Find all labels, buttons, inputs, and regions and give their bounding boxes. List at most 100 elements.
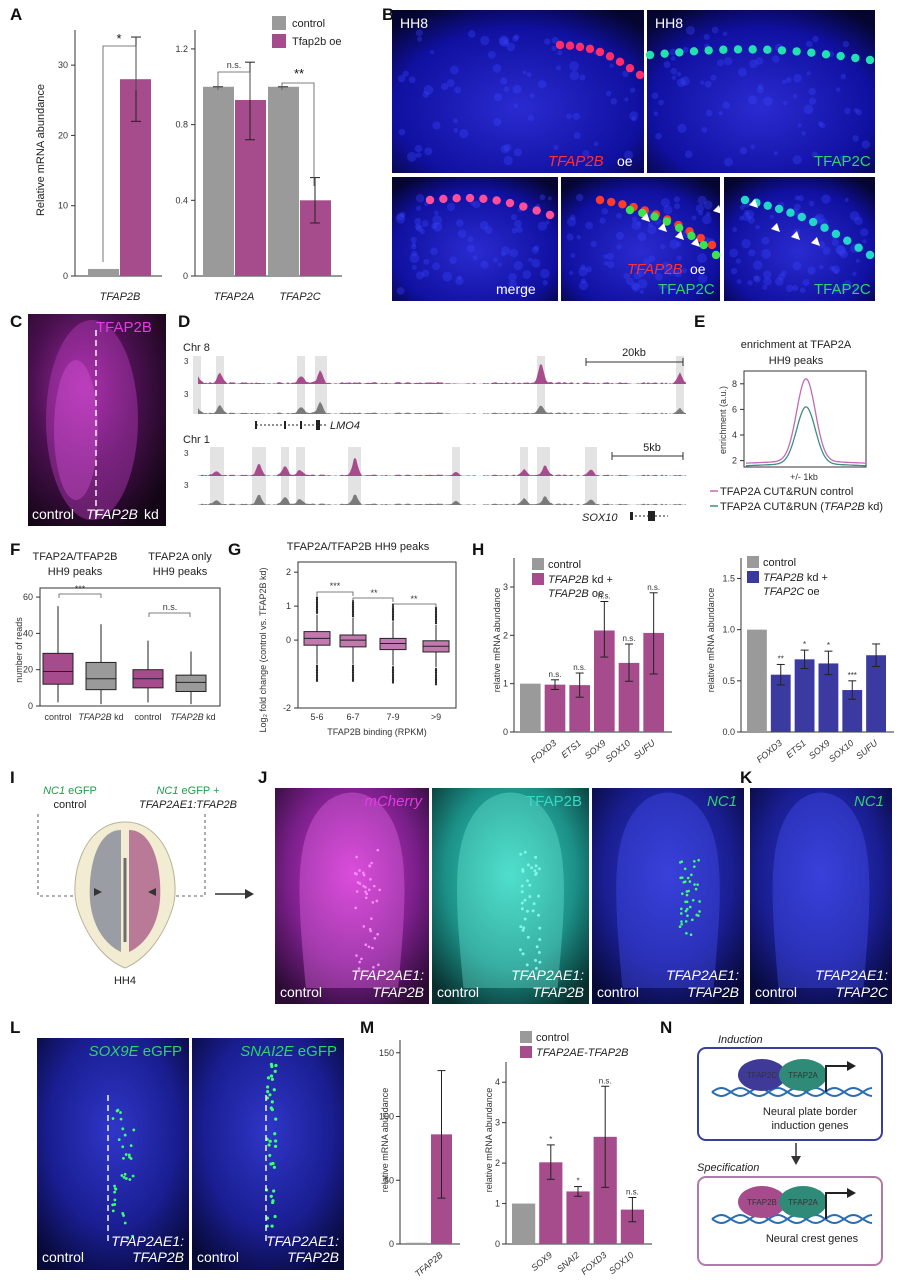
g-box [339,634,367,648]
b-cell-red [555,40,565,50]
b-nucleus [783,100,788,106]
d-scale-y-3: 3 [184,449,189,458]
b-nucleus [698,210,704,216]
b-nucleus [780,270,787,277]
b-nucleus [414,217,422,225]
j-spot-nc1 [690,873,693,877]
b-nucleus [466,244,475,253]
b-cell-green [748,45,757,54]
b-nucleus [755,57,764,65]
b-nucleus [698,273,708,284]
a-sig-3: ** [294,66,304,81]
j-spot-mcherry [358,869,361,872]
l-spot-snai2e [274,1117,278,1121]
b-nucleus [745,210,755,219]
j-spot-nc1 [680,907,683,911]
b-nucleus [684,150,693,159]
g-outlier [391,618,395,621]
n-protein-tfap2a-2 [779,1186,827,1218]
b-nucleus [785,77,792,83]
m2-tick-label: 2 [495,1158,500,1168]
b-nucleus [515,289,521,295]
b-cell-green [733,45,743,54]
a1-tick-label: 20 [58,130,68,140]
n-label-tfap2a-1: TFAP2A [788,1071,818,1080]
b-nucleus [432,262,440,271]
c-label-control: control [32,506,74,522]
b-nucleus [414,223,422,231]
panel-h: 0123n.s.FOXD3n.s.ETS1n.s.SOX9n.s.SOX10n.… [492,556,894,765]
b-nucleus [508,272,517,282]
j-spot-nc1 [688,905,692,909]
b-nucleus [579,280,589,291]
j-spot-tfap2b [532,902,536,906]
b-nucleus [399,211,406,218]
g-outlier [391,615,395,618]
d-peak-shade [216,356,224,414]
a-xlabel-1: TFAP2B [100,291,141,303]
b-nucleus [817,120,823,127]
l-spot-sox9e [119,1111,122,1114]
g-outlier [351,608,355,611]
b-nucleus [421,219,429,227]
b-nucleus [675,241,682,248]
b-nucleus [840,73,847,80]
f-tick-label: 40 [23,628,33,638]
b-nucleus [573,132,581,140]
b-nucleus [812,35,819,43]
g-outlier [351,676,355,679]
b-nucleus [663,205,673,215]
b-nucleus [402,70,409,77]
h1-sig: n.s. [623,634,636,643]
b-nucleus [705,109,713,117]
h2-legend-3: TFAP2C oe [763,586,820,598]
g-outlier [351,671,355,674]
panel-label-k: K [740,768,753,787]
b-cell-red [615,57,625,67]
a-ylabel: Relative mRNA abundance [35,84,47,216]
b-nucleus [853,107,859,113]
h2-cat-label: ETS1 [784,738,808,760]
b-stage-1: HH8 [400,15,428,31]
b-nucleus [792,261,802,271]
l-spot-snai2e [269,1074,274,1078]
b-nucleus [578,267,588,277]
b-nucleus [818,264,824,270]
l-spot-snai2e [273,1069,277,1073]
h2-bar [770,674,791,732]
b-nucleus [831,265,841,274]
panel-f: TFAP2A/TFAP2B HH9 peaks TFAP2A only HH9 … [14,551,221,722]
g-outlier [315,671,319,674]
m2-sig: n.s. [626,1187,639,1196]
l-spot-snai2e [271,1161,275,1166]
b-nucleus [761,236,770,245]
k-enh-b: TFAP2C [835,984,889,1000]
b-nucleus [590,240,597,248]
k-enh-a: TFAP2AE1: [815,967,888,983]
j-spot-nc1 [685,907,689,911]
b-nucleus [423,258,430,265]
panel-label-f: F [10,540,20,559]
b-nucleus [753,275,760,281]
j-spot-tfap2b [538,960,542,964]
h2-bar [842,690,863,732]
b-nucleus [636,221,641,226]
j-spot-nc1 [693,860,696,863]
h1-bar [643,632,664,732]
j-enh-3a: TFAP2AE1: [666,967,739,983]
b-cell-red [565,41,575,50]
l-spot-snai2e [271,1200,275,1205]
panel-label-a: A [10,5,22,24]
h1-sig: n.s. [647,583,660,592]
b-cell-teal [808,217,818,227]
b-nucleus [705,211,711,217]
b-nucleus [580,278,587,284]
b-cell-red [607,197,616,207]
b-cell-red [605,52,615,61]
b-cell-green [777,46,787,55]
m2-sig: n.s. [599,1076,612,1085]
b-nucleus [616,244,622,250]
e-title-1: enrichment at TFAP2A [741,339,852,351]
f-sig-1: *** [75,584,86,594]
b-nucleus [844,107,851,115]
